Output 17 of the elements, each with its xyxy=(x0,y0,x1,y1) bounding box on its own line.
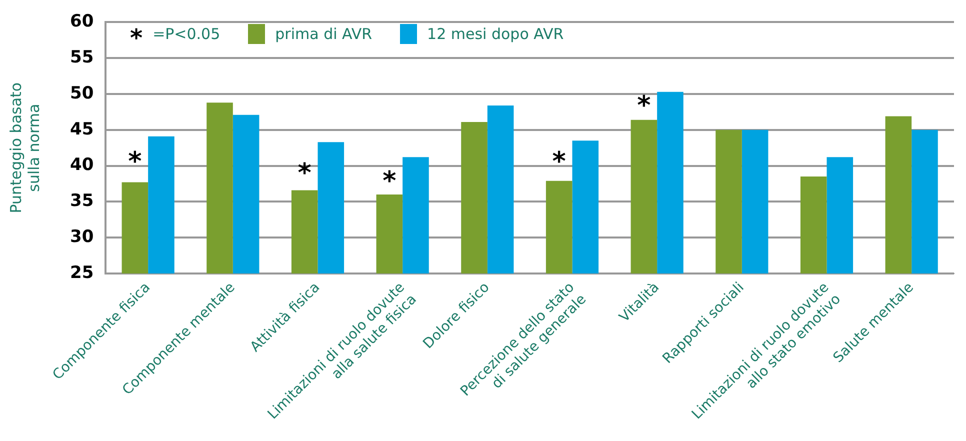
y-tick-label: 55 xyxy=(70,48,94,68)
y-tick-label: 30 xyxy=(70,227,94,248)
y-tick-label: 60 xyxy=(70,12,94,32)
y-tick-label: 50 xyxy=(70,83,94,104)
annotation: * xyxy=(637,90,652,121)
legend-label: prima di AVR xyxy=(275,25,372,43)
legend-label: 12 mesi dopo AVR xyxy=(427,25,564,43)
y-tick-label: 40 xyxy=(70,155,94,176)
annotation: * =P<0.05 xyxy=(130,24,220,52)
annotation: * xyxy=(298,158,312,188)
y-axis-title: Punteggio basato sulla norma xyxy=(6,82,43,214)
annotation: * xyxy=(382,166,397,196)
annotation: * xyxy=(128,146,142,177)
y-tick-label: 25 xyxy=(70,262,94,283)
annotation: * xyxy=(552,146,566,177)
y-tick-label: 35 xyxy=(70,191,94,212)
y-tick-label: 45 xyxy=(70,119,94,140)
